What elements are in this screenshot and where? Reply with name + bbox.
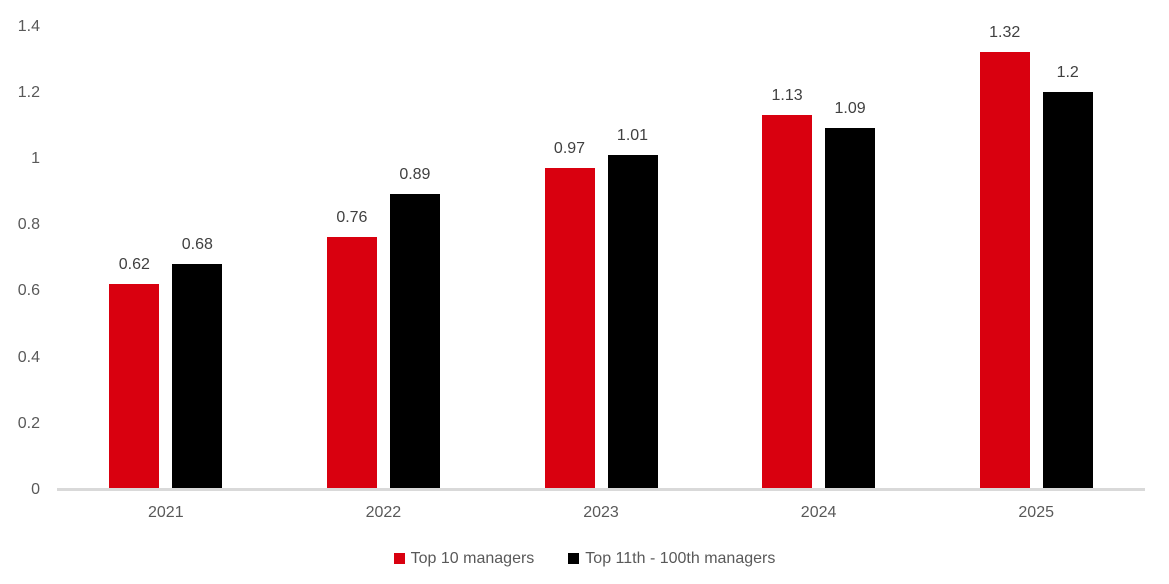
y-tick-label: 0.4	[17, 348, 40, 366]
bar-top-11th-100th-managers-2025	[1042, 91, 1093, 489]
bar-top-10-managers-2025	[979, 52, 1030, 489]
legend-item-top-10-managers: Top 10 managers	[393, 549, 535, 568]
bar-top-11th-100th-managers-2023	[607, 154, 658, 489]
x-category-label-2024: 2024	[800, 504, 837, 521]
y-tick-label: 0	[31, 481, 40, 498]
bar-top-10-managers-2023	[544, 167, 595, 489]
bar-value-label: 0.62	[118, 255, 150, 273]
bar-value-label: 1.2	[1056, 63, 1079, 81]
bar-top-11th-100th-managers-2021	[172, 263, 223, 489]
bar-value-label: 0.68	[181, 235, 213, 253]
bar-value-label: 1.09	[834, 100, 866, 118]
bar-value-label: 0.76	[336, 209, 368, 227]
x-axis-line	[57, 488, 1145, 491]
legend-swatch-red-icon	[393, 553, 405, 564]
y-tick-label: 1.4	[17, 17, 40, 35]
y-tick-label: 0.6	[17, 282, 40, 300]
legend-item-top-11th-100th-managers: Top 11th - 100th managers	[568, 549, 775, 568]
bar-value-label: 0.89	[399, 166, 431, 184]
legend: Top 10 managers Top 11th - 100th manager…	[0, 549, 1169, 568]
y-tick-label: 0.2	[17, 414, 40, 432]
bar-value-label: 1.13	[771, 86, 803, 104]
bar-top-10-managers-2024	[762, 114, 813, 489]
legend-label-top-11th-100th-managers: Top 11th - 100th managers	[585, 550, 776, 567]
bar-value-label: 1.32	[989, 24, 1021, 42]
legend-swatch-black-icon	[568, 553, 580, 564]
x-category-label-2023: 2023	[583, 504, 619, 521]
bar-top-11th-100th-managers-2022	[389, 194, 440, 489]
bar-top-10-managers-2022	[326, 237, 377, 489]
legend-label-top-10-managers: Top 10 managers	[410, 550, 535, 567]
x-category-label-2022: 2022	[365, 504, 402, 521]
y-tick-label: 0.8	[17, 216, 40, 234]
y-tick-label: 1.2	[17, 83, 40, 101]
x-category-label-2021: 2021	[148, 504, 184, 521]
bar-top-11th-100th-managers-2024	[825, 128, 876, 489]
bar-value-label: 0.97	[553, 139, 586, 157]
x-category-label-2025: 2025	[1018, 504, 1054, 521]
y-tick-label: 1	[31, 150, 40, 167]
bar-top-10-managers-2021	[109, 283, 160, 489]
bar-value-label: 1.01	[616, 126, 649, 144]
